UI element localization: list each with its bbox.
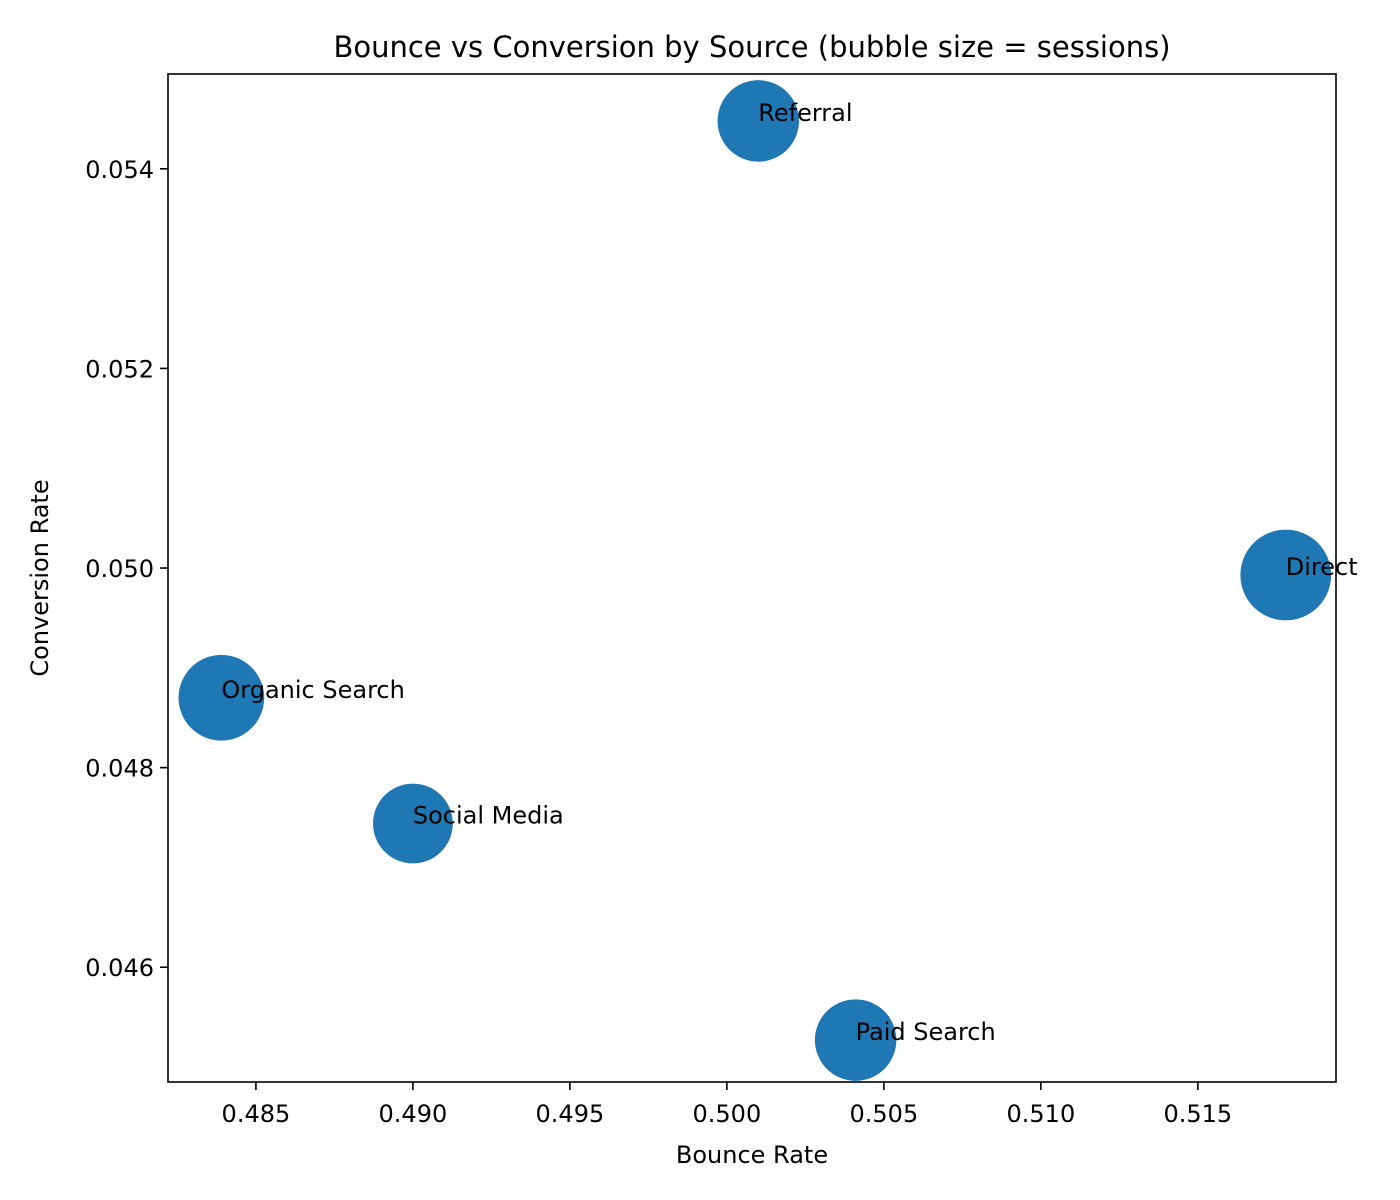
point-label-organic-search: Organic Search: [221, 676, 404, 704]
chart-title: Bounce vs Conversion by Source (bubble s…: [333, 30, 1170, 64]
y-tick-label: 0.048: [85, 755, 154, 783]
y-tick-label: 0.052: [85, 355, 154, 383]
x-tick-label: 0.495: [536, 1100, 605, 1128]
y-tick-label: 0.046: [85, 954, 154, 982]
plot-frame: [167, 73, 1337, 1083]
x-tick-label: 0.490: [379, 1100, 448, 1128]
y-axis-ticks: 0.046 0.048 0.050 0.052 0.054: [85, 156, 168, 982]
point-label-paid-search: Paid Search: [856, 1018, 996, 1046]
x-tick-label: 0.505: [850, 1100, 919, 1128]
x-axis-ticks: 0.485 0.490 0.495 0.500 0.505 0.510 0.515: [222, 1082, 1232, 1128]
bubble-social-media: [373, 783, 453, 864]
bubble-organic-search: [178, 654, 265, 741]
y-tick-label: 0.054: [85, 156, 154, 184]
bubble-paid-search: [814, 999, 897, 1081]
bubble-layer: [178, 80, 1332, 1081]
x-tick-label: 0.500: [693, 1100, 762, 1128]
point-label-social-media: Social Media: [413, 802, 564, 830]
bubble-referral: [717, 80, 800, 162]
x-tick-label: 0.515: [1163, 1100, 1232, 1128]
y-tick-label: 0.050: [85, 555, 154, 583]
x-tick-label: 0.510: [1007, 1100, 1076, 1128]
x-tick-label: 0.485: [222, 1100, 291, 1128]
point-label-referral: Referral: [758, 99, 852, 127]
point-label-layer: Organic Search Social Media Referral Paid S…: [221, 99, 1357, 1046]
point-label-direct: Direct: [1286, 553, 1358, 581]
bubble-direct: [1240, 529, 1332, 621]
x-axis-label: Bounce Rate: [676, 1141, 828, 1169]
y-axis-label: Conversion Rate: [26, 479, 54, 676]
